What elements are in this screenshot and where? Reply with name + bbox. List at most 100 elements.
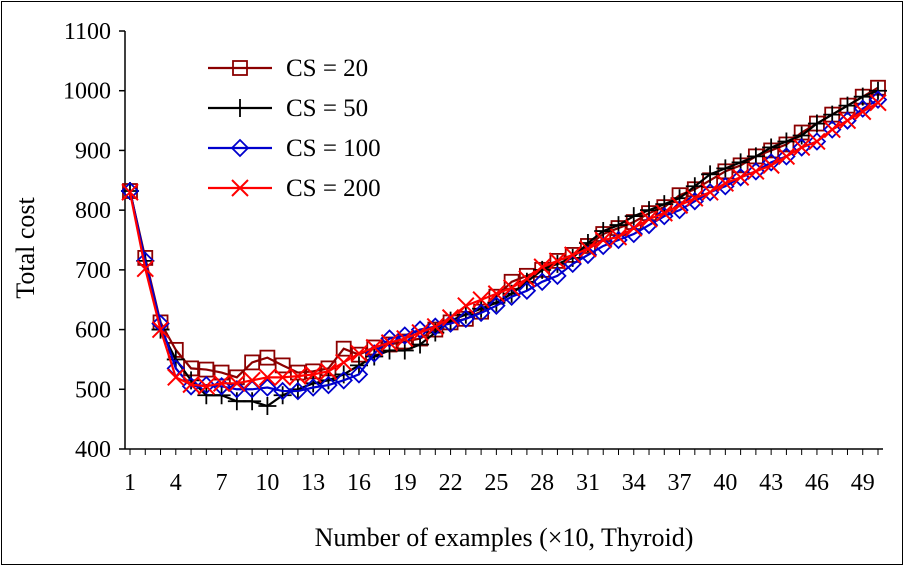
data-point (518, 270, 536, 288)
data-point (686, 189, 704, 207)
legend-label: CS = 100 (286, 135, 381, 162)
data-point (517, 281, 537, 301)
x-tick-label: 37 (668, 470, 692, 496)
data-point (364, 344, 384, 363)
data-point (869, 93, 887, 112)
data-point (380, 329, 399, 348)
data-point (655, 195, 674, 214)
series-cs-200 (121, 93, 887, 396)
data-point (227, 380, 247, 399)
data-point (151, 320, 170, 339)
data-point (334, 371, 353, 390)
data-point (578, 245, 598, 265)
data-point (181, 377, 201, 396)
data-point (197, 377, 216, 396)
x-tick-label: 4 (170, 470, 182, 496)
data-point (762, 156, 780, 175)
data-point (456, 305, 475, 324)
y-tick-labels: 400 500 600 700 800 900 1000 1100 (63, 19, 111, 463)
data-point (854, 102, 872, 121)
data-point (747, 162, 765, 181)
data-point (259, 349, 276, 366)
x-axis-title: Number of examples (×10, Thyroid) (315, 523, 694, 552)
x-tick-label: 19 (393, 470, 417, 496)
data-point (197, 386, 216, 405)
data-point (304, 374, 323, 393)
legend-label: CS = 20 (286, 55, 368, 82)
data-point (823, 120, 841, 139)
data-point (244, 354, 261, 371)
legend-entry: CS = 20 (208, 55, 368, 82)
data-point (579, 240, 597, 258)
x-tick-label: 31 (576, 470, 600, 496)
data-point (731, 168, 750, 187)
series-layer (120, 79, 888, 416)
data-point (228, 374, 246, 393)
data-point (792, 126, 811, 145)
legend-entry: CS = 200 (208, 175, 381, 202)
data-point (303, 378, 323, 397)
x-tick-label: 1 (124, 470, 136, 496)
data-point (335, 340, 352, 357)
data-point (411, 323, 429, 342)
data-point (533, 260, 552, 279)
legend-marker (230, 138, 250, 158)
x-tick-label: 34 (622, 470, 646, 496)
legend-marker (231, 179, 249, 197)
x-tick-label: 46 (805, 470, 829, 496)
data-point (625, 219, 643, 237)
data-point (258, 378, 277, 397)
series-cs-100 (120, 90, 888, 401)
data-point (319, 375, 338, 395)
data-point (670, 196, 689, 215)
data-point (685, 191, 705, 211)
data-point (609, 228, 628, 246)
y-tick-label: 900 (75, 138, 111, 164)
x-tick-label: 49 (851, 470, 875, 496)
data-point (624, 207, 643, 226)
data-point (243, 371, 261, 390)
y-tick-label: 1000 (63, 79, 111, 105)
axes (119, 30, 883, 455)
series-line (128, 89, 879, 408)
legend-label: CS = 50 (286, 95, 368, 122)
data-point (274, 357, 291, 374)
x-tick-label: 22 (439, 470, 463, 496)
data-point (777, 147, 796, 166)
data-point (640, 210, 658, 228)
y-tick-label: 400 (75, 437, 111, 463)
data-point (349, 365, 369, 384)
series-cs-50 (121, 81, 887, 416)
x-tick-label: 25 (484, 470, 508, 496)
data-point (304, 365, 322, 384)
data-point (212, 374, 231, 393)
legend-marker (232, 60, 248, 76)
data-point (456, 309, 476, 329)
legend-marker (231, 99, 249, 117)
data-point (290, 364, 306, 381)
y-tick-label: 500 (75, 377, 111, 403)
data-point (792, 138, 811, 157)
data-point (273, 386, 292, 405)
data-point (197, 375, 216, 395)
data-point (472, 291, 490, 309)
data-point (273, 368, 292, 387)
data-point (502, 279, 521, 297)
x-tick-label: 10 (255, 470, 279, 496)
data-point (457, 296, 475, 315)
data-point (289, 367, 307, 385)
data-point (701, 183, 719, 201)
data-point (716, 159, 735, 178)
data-point (548, 266, 567, 286)
x-tick-label: 43 (759, 470, 783, 496)
x-tick-label: 28 (530, 470, 554, 496)
data-point (655, 204, 673, 222)
data-point (227, 392, 246, 411)
legend-entry: CS = 50 (208, 95, 368, 122)
data-point (471, 303, 491, 323)
y-axis-title: Total cost (11, 197, 40, 299)
data-point (487, 285, 506, 303)
data-point (701, 165, 720, 184)
legend: CS = 20 CS = 50 CS = 100 CS = 200 (208, 55, 381, 202)
